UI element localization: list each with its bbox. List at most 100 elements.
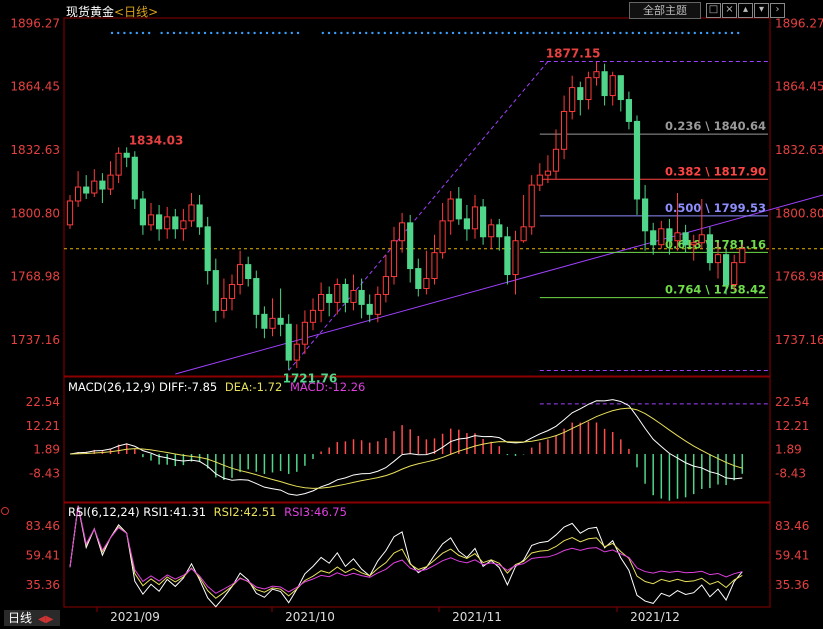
candle-body bbox=[723, 254, 730, 286]
candle-body bbox=[131, 156, 138, 200]
candle-body bbox=[156, 214, 163, 230]
event-dot bbox=[296, 31, 300, 35]
down-box-icon[interactable]: ▾ bbox=[754, 3, 769, 18]
candle-body bbox=[309, 309, 317, 323]
event-dot bbox=[179, 31, 182, 35]
candle-body bbox=[75, 186, 82, 202]
candle-body bbox=[261, 313, 268, 329]
rsi-tick-right: 35.36 bbox=[775, 578, 809, 592]
event-dot bbox=[160, 31, 163, 35]
event-dot bbox=[656, 31, 659, 35]
price-tick-left: 1896.27 bbox=[10, 16, 60, 30]
candle-body bbox=[139, 198, 147, 226]
event-dot bbox=[637, 31, 641, 35]
candle-body bbox=[99, 180, 106, 190]
candle-body bbox=[285, 323, 292, 361]
event-dot bbox=[470, 31, 473, 35]
event-dot bbox=[619, 31, 622, 35]
event-dot bbox=[129, 31, 132, 35]
event-dot bbox=[222, 31, 225, 35]
event-dot bbox=[123, 31, 126, 35]
price-tick-right: 1896.27 bbox=[775, 16, 823, 30]
candle-body bbox=[172, 216, 179, 230]
time-label: 2021/10 bbox=[285, 610, 335, 624]
candle-body bbox=[617, 75, 624, 101]
price-panel-frame bbox=[63, 17, 771, 377]
event-dot bbox=[272, 31, 275, 35]
candle-body bbox=[334, 284, 341, 303]
rsi2-line bbox=[69, 505, 743, 599]
rsi-title: RSI(6,12,24) bbox=[68, 505, 140, 519]
event-dot bbox=[408, 31, 411, 35]
event-dot bbox=[712, 31, 715, 35]
square-icon[interactable]: □ bbox=[706, 3, 721, 18]
price-tick-left: 1737.16 bbox=[10, 333, 60, 347]
fib-level-label: 0.500 \ 1799.53 bbox=[665, 201, 766, 215]
event-dot bbox=[216, 31, 219, 35]
event-dot bbox=[687, 31, 690, 35]
event-dot bbox=[737, 31, 740, 35]
event-dot bbox=[141, 31, 145, 35]
candle-body bbox=[374, 293, 381, 315]
macd-tick-right: 1.89 bbox=[775, 443, 802, 457]
period-label[interactable]: <日线> bbox=[114, 5, 159, 19]
macd-tick-right: -8.43 bbox=[775, 466, 806, 480]
rsi1-line bbox=[69, 505, 743, 608]
candle-body bbox=[698, 234, 705, 244]
candle-body bbox=[212, 270, 219, 311]
macd-dea: DEA:-1.72 bbox=[224, 380, 283, 394]
event-dot bbox=[247, 31, 250, 35]
candle-body bbox=[431, 252, 438, 280]
event-dot bbox=[172, 31, 176, 35]
event-dot bbox=[358, 31, 362, 35]
time-label: 2021/12 bbox=[630, 610, 680, 624]
event-dot bbox=[241, 31, 244, 35]
up-box-icon[interactable]: ▴ bbox=[738, 3, 753, 18]
event-dot bbox=[377, 31, 380, 35]
event-dot bbox=[383, 31, 386, 35]
fib-level-label: 0.382 \ 1817.90 bbox=[665, 164, 766, 178]
macd-value: MACD:-12.26 bbox=[289, 380, 366, 394]
candle-body bbox=[269, 317, 276, 329]
candle-body bbox=[415, 268, 422, 289]
event-dot bbox=[148, 31, 151, 35]
candle-body bbox=[496, 224, 503, 238]
theme-dropdown[interactable]: 全部主题 bbox=[629, 2, 701, 19]
x-box-icon[interactable]: × bbox=[722, 3, 737, 18]
event-dot bbox=[439, 31, 442, 35]
candle-body bbox=[569, 87, 576, 112]
candle-body bbox=[204, 226, 211, 272]
price-tick-left: 1864.45 bbox=[10, 80, 60, 94]
candle-body bbox=[237, 264, 244, 286]
event-dot bbox=[197, 31, 200, 35]
event-dot bbox=[365, 31, 368, 35]
event-dot bbox=[346, 31, 349, 35]
event-dot bbox=[699, 31, 703, 35]
candle-body bbox=[585, 77, 592, 101]
macd-legend: MACD(26,12,9) DIFF:-7.85 DEA:-1.72 MACD:… bbox=[68, 380, 365, 394]
candle-body bbox=[188, 204, 195, 222]
candle-body bbox=[609, 75, 616, 97]
period-tab[interactable]: 日线 ◀▶ bbox=[4, 610, 60, 626]
rsi-tick-right: 83.46 bbox=[775, 519, 809, 533]
event-dot bbox=[588, 31, 591, 35]
event-dot bbox=[706, 31, 709, 35]
event-dot bbox=[730, 31, 734, 35]
chevron-right-icon[interactable]: › bbox=[770, 3, 785, 18]
rsi-legend: RSI(6,12,24) RSI1:41.31 RSI2:42.51 RSI3:… bbox=[68, 505, 347, 519]
event-dot bbox=[464, 31, 467, 35]
candle-body bbox=[577, 87, 584, 101]
event-dot bbox=[259, 31, 262, 35]
event-dot bbox=[228, 31, 231, 35]
macd-tick-left: 1.89 bbox=[33, 443, 60, 457]
event-dot bbox=[414, 31, 417, 35]
rsi-tick-left: 35.36 bbox=[26, 578, 60, 592]
event-dot bbox=[675, 31, 678, 35]
event-dot bbox=[433, 31, 436, 35]
event-dot bbox=[389, 31, 393, 35]
candle-body bbox=[245, 264, 252, 280]
event-dot bbox=[662, 31, 665, 35]
macd-dea-line bbox=[69, 407, 743, 489]
event-dot bbox=[569, 31, 572, 35]
